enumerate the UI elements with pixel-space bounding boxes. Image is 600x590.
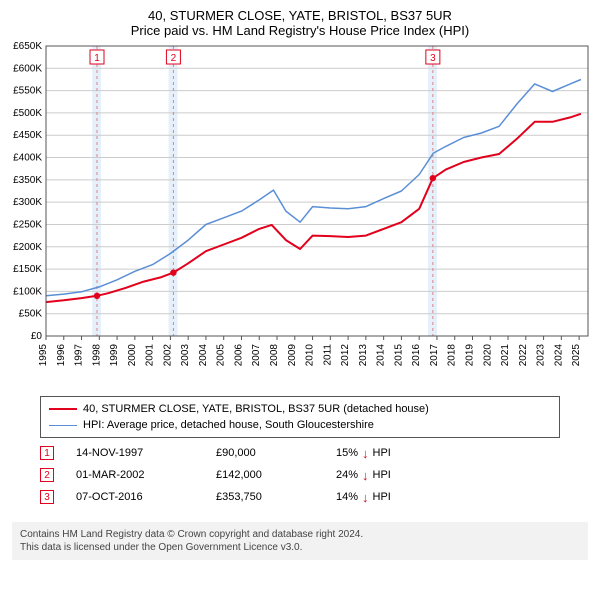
svg-text:2006: 2006 xyxy=(233,344,244,367)
marker-badge: 2 xyxy=(40,468,54,482)
svg-text:2015: 2015 xyxy=(393,344,404,367)
arrow-down-icon: ↓ xyxy=(362,468,369,483)
footer-line-1: Contains HM Land Registry data © Crown c… xyxy=(20,528,580,541)
svg-text:1996: 1996 xyxy=(56,344,67,367)
marker-delta-suffix: HPI xyxy=(373,491,391,503)
chart-legend: 40, STURMER CLOSE, YATE, BRISTOL, BS37 5… xyxy=(40,396,560,438)
line-chart: £0 £50K £100K £150K £200K £250K £300K £350K £400… xyxy=(0,42,600,382)
svg-text:2021: 2021 xyxy=(500,344,511,367)
svg-text:1995: 1995 xyxy=(38,344,49,367)
legend-row: 40, STURMER CLOSE, YATE, BRISTOL, BS37 5… xyxy=(49,401,551,417)
svg-text:£450K: £450K xyxy=(13,130,42,141)
svg-text:2014: 2014 xyxy=(376,344,387,367)
svg-text:2012: 2012 xyxy=(340,344,351,367)
svg-text:£100K: £100K xyxy=(13,286,42,297)
svg-text:2024: 2024 xyxy=(553,344,564,367)
marker-row: 2 01-MAR-2002£142,00024% ↓ HPI xyxy=(40,464,560,486)
svg-text:2010: 2010 xyxy=(305,344,316,367)
arrow-down-icon: ↓ xyxy=(362,446,369,461)
marker-badge: 1 xyxy=(40,446,54,460)
svg-text:3: 3 xyxy=(430,53,436,64)
attribution-footer: Contains HM Land Registry data © Crown c… xyxy=(12,522,588,560)
legend-label: HPI: Average price, detached house, Sout… xyxy=(83,419,374,431)
svg-text:2008: 2008 xyxy=(269,344,280,367)
marker-badge: 3 xyxy=(40,490,54,504)
marker-date: 01-MAR-2002 xyxy=(76,469,216,481)
svg-text:1998: 1998 xyxy=(91,344,102,367)
svg-text:£200K: £200K xyxy=(13,242,42,253)
marker-delta-suffix: HPI xyxy=(373,469,391,481)
svg-text:2018: 2018 xyxy=(447,344,458,367)
chart-title-line1: 40, STURMER CLOSE, YATE, BRISTOL, BS37 5… xyxy=(0,0,600,23)
marker-price: £353,750 xyxy=(216,491,336,503)
svg-text:£600K: £600K xyxy=(13,63,42,74)
svg-text:2017: 2017 xyxy=(429,344,440,367)
legend-swatch xyxy=(49,408,77,410)
legend-label: 40, STURMER CLOSE, YATE, BRISTOL, BS37 5… xyxy=(83,403,429,415)
svg-text:2: 2 xyxy=(171,53,177,64)
marker-delta-pct: 15% xyxy=(336,447,358,459)
svg-text:1999: 1999 xyxy=(109,344,120,367)
svg-text:£0: £0 xyxy=(31,331,43,342)
svg-text:2013: 2013 xyxy=(358,344,369,367)
svg-text:2002: 2002 xyxy=(162,344,173,367)
marker-delta: 14% ↓ HPI xyxy=(336,490,476,505)
svg-text:2022: 2022 xyxy=(518,344,529,367)
arrow-down-icon: ↓ xyxy=(362,490,369,505)
svg-text:2023: 2023 xyxy=(536,344,547,367)
svg-text:2001: 2001 xyxy=(145,344,156,367)
svg-text:2025: 2025 xyxy=(571,344,582,367)
svg-text:£650K: £650K xyxy=(13,42,42,52)
svg-text:2019: 2019 xyxy=(464,344,475,367)
marker-delta-pct: 24% xyxy=(336,469,358,481)
marker-delta-suffix: HPI xyxy=(373,447,391,459)
event-markers-table: 1 14-NOV-1997£90,00015% ↓ HPI 2 01-MAR-2002£1… xyxy=(40,442,560,508)
marker-price: £142,000 xyxy=(216,469,336,481)
marker-delta-pct: 14% xyxy=(336,491,358,503)
marker-delta: 15% ↓ HPI xyxy=(336,446,476,461)
svg-text:£50K: £50K xyxy=(19,309,43,320)
svg-text:£550K: £550K xyxy=(13,86,42,97)
svg-text:2005: 2005 xyxy=(216,344,227,367)
svg-text:2011: 2011 xyxy=(322,344,333,366)
svg-text:2009: 2009 xyxy=(287,344,298,367)
svg-text:£350K: £350K xyxy=(13,175,42,186)
marker-delta: 24% ↓ HPI xyxy=(336,468,476,483)
chart-title-line2: Price paid vs. HM Land Registry's House … xyxy=(0,23,600,44)
svg-text:£400K: £400K xyxy=(13,153,42,164)
footer-line-2: This data is licensed under the Open Gov… xyxy=(20,541,580,554)
svg-text:2000: 2000 xyxy=(127,344,138,367)
marker-price: £90,000 xyxy=(216,447,336,459)
svg-text:£300K: £300K xyxy=(13,197,42,208)
chart-container: { "title_line1": "40, STURMER CLOSE, YAT… xyxy=(0,0,600,590)
svg-text:2016: 2016 xyxy=(411,344,422,367)
svg-text:2007: 2007 xyxy=(251,344,262,367)
svg-text:2020: 2020 xyxy=(482,344,493,367)
svg-text:1: 1 xyxy=(94,53,100,64)
legend-swatch xyxy=(49,425,77,426)
legend-row: HPI: Average price, detached house, Sout… xyxy=(49,417,551,433)
marker-date: 14-NOV-1997 xyxy=(76,447,216,459)
marker-date: 07-OCT-2016 xyxy=(76,491,216,503)
svg-text:2004: 2004 xyxy=(198,344,209,367)
svg-text:2003: 2003 xyxy=(180,344,191,367)
svg-text:£150K: £150K xyxy=(13,264,42,275)
svg-text:1997: 1997 xyxy=(74,344,85,367)
marker-row: 3 07-OCT-2016£353,75014% ↓ HPI xyxy=(40,486,560,508)
svg-text:£500K: £500K xyxy=(13,108,42,119)
svg-text:£250K: £250K xyxy=(13,219,42,230)
marker-row: 1 14-NOV-1997£90,00015% ↓ HPI xyxy=(40,442,560,464)
